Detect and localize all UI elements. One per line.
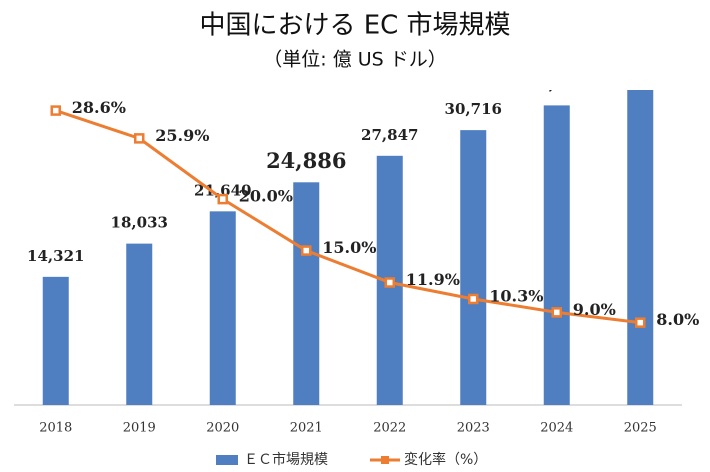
line-value-label: 28.6%	[72, 98, 126, 117]
bar	[293, 182, 320, 405]
line-marker	[50, 105, 61, 116]
line-value-label: 10.3%	[489, 286, 543, 305]
line-value-label: 8.0%	[656, 310, 699, 329]
legend-swatch	[381, 456, 389, 464]
line-value-label: 9.0%	[573, 300, 616, 319]
bar-value-label: 21,640	[194, 181, 251, 199]
x-tick-label: 2018	[39, 421, 72, 436]
bar-value-label: 18,033	[111, 214, 168, 232]
x-tick-label: 2023	[457, 421, 490, 436]
line-marker	[635, 317, 646, 328]
line-value-label: 20.0%	[239, 187, 293, 206]
line-marker	[217, 193, 228, 205]
legend-swatch	[216, 455, 238, 465]
line-value-label: 25.9%	[155, 126, 209, 145]
bar-value-label: 33,480	[528, 75, 585, 93]
line-marker	[468, 293, 479, 305]
bar-value-label: 24,886	[266, 148, 346, 173]
bar-value-label: 27,847	[361, 126, 418, 144]
bar	[460, 130, 487, 405]
x-tick-label: 2019	[123, 421, 156, 436]
line-marker	[301, 245, 312, 256]
bar-value-label: 14,321	[27, 247, 84, 265]
line-value-label: 11.9%	[406, 270, 460, 289]
bar-value-label: 30,716	[445, 100, 502, 118]
legend-label: ＥＣ市場規模	[244, 451, 328, 468]
line-marker	[134, 133, 145, 144]
line-value-label: 15.0%	[322, 238, 376, 257]
bar	[543, 105, 570, 406]
line-marker	[551, 307, 562, 318]
plot-area: 14,321 18,033 21,640 24,886 27,847 30,716 33,4…	[27, 75, 654, 406]
bar	[42, 276, 69, 405]
line	[55, 109, 641, 325]
x-tick-label: 2024	[540, 421, 573, 436]
bar	[209, 211, 236, 405]
line-marker	[384, 277, 395, 288]
chart-subtitle: （単位: 億 US ドル）	[263, 49, 447, 71]
legend-label: 変化率（%）	[404, 451, 487, 468]
chart-title: 中国における EC 市場規模	[199, 11, 510, 41]
x-tick-label: 2025	[624, 421, 657, 436]
x-tick-label: 2021	[290, 421, 323, 436]
bar	[627, 90, 654, 405]
bar	[126, 243, 153, 405]
x-tick-label: 2020	[206, 421, 239, 436]
x-tick-label: 2022	[373, 421, 406, 436]
